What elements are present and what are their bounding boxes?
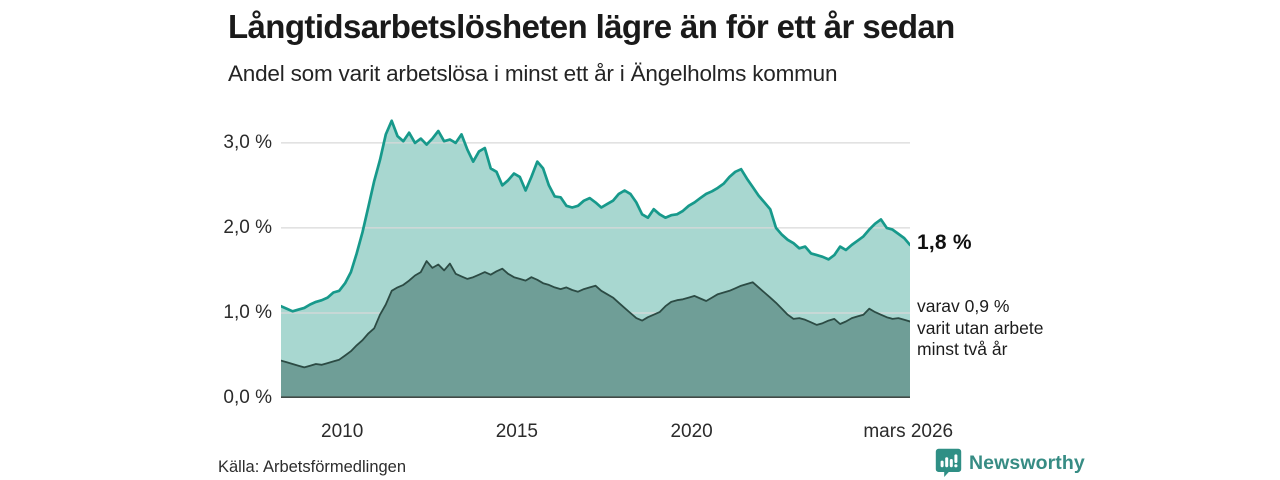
twoyear-line — [281, 260, 910, 369]
subset-annotation: varav 0,9 % varit utan arbete minst två … — [917, 296, 1043, 361]
newsworthy-logo: Newsworthy — [935, 448, 1085, 478]
x-axis-tick-label: 2020 — [670, 421, 713, 442]
x-axis-tick-label: mars 2026 — [863, 421, 954, 442]
y-axis-tick-label: 1,0 % — [223, 301, 272, 323]
x-axis-tick-label: 2010 — [321, 421, 364, 442]
area-chart-plot — [281, 119, 910, 398]
newsworthy-wordmark: Newsworthy — [969, 451, 1085, 474]
y-axis-tick-label: 3,0 % — [223, 131, 272, 153]
y-axis-tick-label: 0,0 % — [223, 387, 272, 408]
chart-subtitle: Andel som varit arbetslösa i minst ett å… — [228, 61, 838, 86]
latest-total-value-label: 1,8 % — [917, 231, 972, 254]
total-line — [281, 119, 910, 313]
x-axis-tick-label: 2015 — [495, 421, 539, 442]
chart-title: Långtidsarbetslösheten lägre än för ett … — [228, 8, 955, 45]
subset-annotation-line2: varit utan arbete — [917, 317, 1044, 338]
source-label: Källa: Arbetsförmedlingen — [218, 458, 407, 476]
subset-annotation-line3: minst två år — [917, 339, 1008, 360]
newsworthy-bubble-barchart-icon — [935, 448, 962, 478]
twoyear-area — [281, 261, 910, 398]
subset-annotation-line1: varav 0,9 % — [917, 296, 1010, 316]
y-axis-tick-label: 2,0 % — [223, 216, 272, 238]
